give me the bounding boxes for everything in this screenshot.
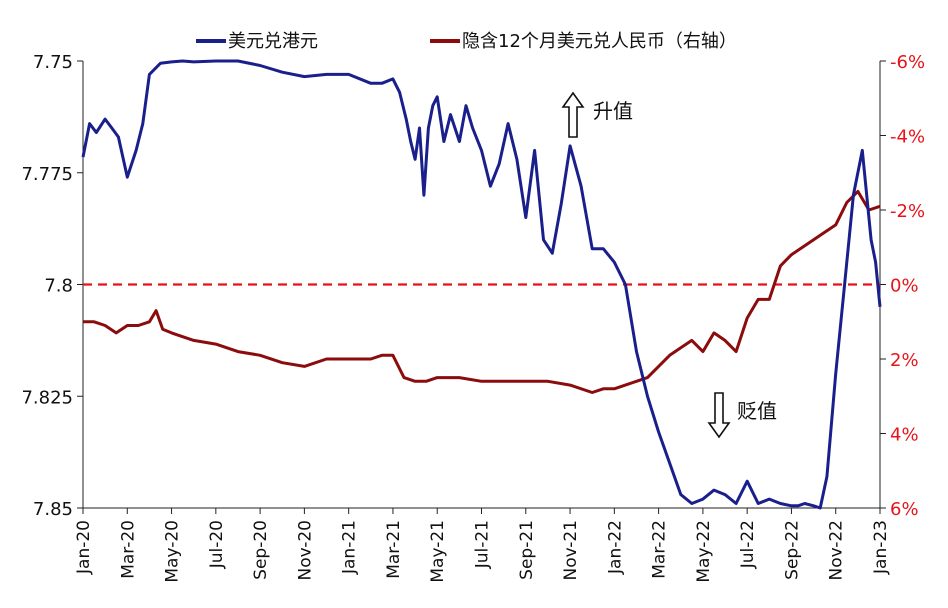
x-tick-label: Mar-22 <box>650 520 670 579</box>
x-tick-label: Nov-22 <box>827 520 847 581</box>
y-right-tick-label: 0% <box>890 276 919 297</box>
annotation-depreciation: 贬值 <box>737 399 777 423</box>
y-left-tick-label: 7.8 <box>44 276 73 297</box>
x-tick-label: May-20 <box>163 520 183 583</box>
legend-label-hkd: 美元兑港元 <box>228 31 318 52</box>
legend-label-cny: 隐含12个月美元兑人民币（右轴） <box>462 31 737 52</box>
x-tick-label: Nov-21 <box>561 520 581 581</box>
appreciation-arrow-icon <box>561 91 585 138</box>
y-right-tick-label: 4% <box>890 425 919 446</box>
x-tick-label: Sep-21 <box>517 520 537 580</box>
series-line-right <box>83 189 881 394</box>
x-tick-label: Jul-22 <box>738 520 758 569</box>
y-left-tick-label: 7.825 <box>21 387 73 408</box>
y-right-tick-label: -4% <box>890 127 925 148</box>
series-line-left <box>81 59 882 510</box>
x-tick-label: Jul-21 <box>473 520 493 569</box>
y-right-tick-label: 6% <box>890 499 919 520</box>
x-tick-label: Mar-21 <box>384 520 404 579</box>
y-left-tick-label: 7.775 <box>21 164 73 185</box>
x-tick-label: Mar-20 <box>118 520 138 579</box>
x-tick-label: Jan-20 <box>74 520 94 575</box>
y-left-tick-label: 7.85 <box>33 499 73 520</box>
x-tick-label: Jan-21 <box>340 520 360 575</box>
y-right-tick-label: -2% <box>890 201 925 222</box>
y-left-tick-label: 7.75 <box>33 52 73 73</box>
y-right-tick-label: -6% <box>890 52 925 73</box>
y-right-tick-label: 2% <box>890 350 919 371</box>
annotation-appreciation: 升值 <box>593 99 633 123</box>
x-tick-label: Jan-22 <box>605 520 625 575</box>
depreciation-arrow-icon <box>707 392 731 439</box>
x-tick-label: May-22 <box>694 520 714 583</box>
x-tick-label: Jan-23 <box>871 520 891 575</box>
x-tick-label: Nov-20 <box>295 520 315 581</box>
x-tick-label: Jul-20 <box>207 520 227 569</box>
x-tick-label: Sep-20 <box>251 520 271 580</box>
x-tick-label: Sep-22 <box>782 520 802 580</box>
x-tick-label: May-21 <box>428 520 448 583</box>
